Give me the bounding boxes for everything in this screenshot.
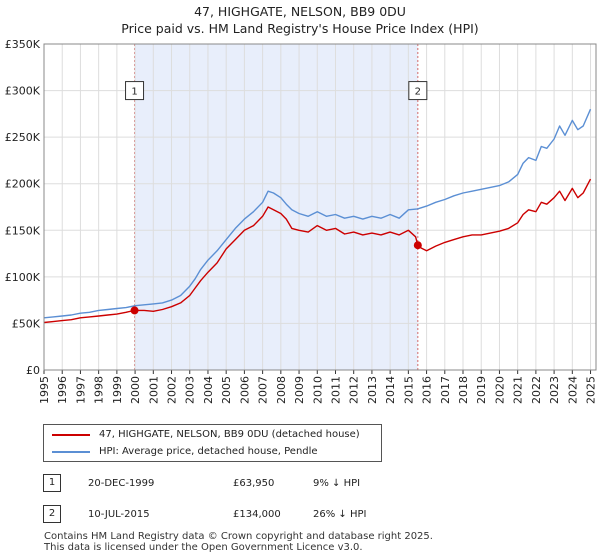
x-tick-label: 2011: [329, 376, 342, 404]
shaded-ownership-span: [134, 44, 418, 370]
legend: 47, HIGHGATE, NELSON, BB9 0DU (detached …: [43, 424, 382, 462]
x-tick-label: 2017: [439, 376, 452, 404]
x-tick-label: 2012: [348, 376, 361, 404]
x-tick-label: 2019: [475, 376, 488, 404]
x-tick-label: 2021: [512, 376, 525, 404]
x-tick-label: 2003: [184, 376, 197, 404]
series-line-hpi: [43, 108, 592, 319]
sale-date: 10-JUL-2015: [88, 509, 150, 520]
x-tick-label: 2015: [402, 376, 415, 404]
x-tick-label: 1999: [111, 376, 124, 404]
sale-number-badge: 1: [43, 474, 61, 492]
x-tick-label: 2023: [548, 376, 561, 404]
footer-line-1: Contains HM Land Registry data © Crown c…: [44, 531, 433, 542]
x-tick-label: 2009: [293, 376, 306, 404]
sale-number-label: 2: [415, 87, 421, 98]
x-tick-label: 2005: [220, 376, 233, 404]
chart-title-block: 47, HIGHGATE, NELSON, BB9 0DU Price paid…: [0, 3, 600, 37]
y-tick-label: £250K: [5, 131, 41, 144]
legend-swatch-property: [52, 434, 90, 436]
sale-hpi-diff: 9% ↓ HPI: [313, 478, 361, 489]
y-tick-label: £200K: [5, 178, 41, 191]
legend-label-property: 47, HIGHGATE, NELSON, BB9 0DU (detached …: [99, 429, 360, 440]
x-tick-label: 2025: [585, 376, 598, 404]
sale-number-box: [125, 81, 145, 101]
y-tick-label: £150K: [5, 224, 41, 237]
shade-layer: [134, 44, 419, 370]
x-tick-label: 2010: [311, 376, 324, 404]
x-tick-label: 1996: [56, 376, 69, 404]
x-tick-label: 2014: [384, 376, 397, 404]
y-tick-label: £300K: [5, 85, 41, 98]
series-line-property: [43, 178, 592, 324]
chart-subtitle: Price paid vs. HM Land Registry's House …: [121, 21, 479, 36]
chart-title: 47, HIGHGATE, NELSON, BB9 0DU: [194, 4, 406, 19]
x-tick-label: 2022: [530, 376, 543, 404]
legend-swatch-hpi: [52, 451, 90, 453]
y-tick-label: £100K: [5, 271, 41, 284]
y-tick-label: £0: [26, 364, 40, 377]
x-tick-label: 1997: [74, 376, 87, 404]
x-tick-label: 2024: [566, 376, 579, 404]
footer: Contains HM Land Registry data © Crown c…: [44, 531, 433, 553]
sale-hpi-diff: 26% ↓ HPI: [313, 509, 367, 520]
x-tick-label: 2007: [257, 376, 270, 404]
sale-point: [130, 306, 139, 315]
plot-border: [43, 43, 597, 371]
sale-point: [413, 241, 422, 250]
x-tick-label: 2001: [147, 376, 160, 404]
x-tick-label: 2006: [238, 376, 251, 404]
sale-number-badge: 2: [43, 505, 61, 523]
sale-number-label: 1: [131, 87, 137, 98]
x-tick-label: 1995: [38, 376, 51, 404]
sale-number-box: [408, 81, 428, 101]
y-tick-label: £350K: [5, 38, 41, 51]
x-tick-label: 2018: [457, 376, 470, 404]
legend-label-hpi: HPI: Average price, detached house, Pend…: [99, 446, 318, 457]
axis-layer: £0 £50K £100K £150K £200K £250K £300K £350K 1995…: [5, 38, 598, 404]
x-tick-label: 2020: [493, 376, 506, 404]
x-tick-label: 2000: [129, 376, 142, 404]
footer-line-2: This data is licensed under the Open Gov…: [44, 542, 363, 553]
x-tick-label: 2016: [421, 376, 434, 404]
y-tick-label: £50K: [12, 317, 41, 330]
sale-price: £63,950: [233, 478, 275, 489]
x-tick-label: 1998: [93, 376, 106, 404]
series-layer: [43, 108, 592, 324]
x-tick-label: 2004: [202, 376, 215, 404]
sale-price: £134,000: [233, 509, 281, 520]
x-tick-label: 2013: [366, 376, 379, 404]
x-tick-label: 2002: [166, 376, 179, 404]
sale-date: 20-DEC-1999: [88, 478, 155, 489]
x-tick-label: 2008: [275, 376, 288, 404]
